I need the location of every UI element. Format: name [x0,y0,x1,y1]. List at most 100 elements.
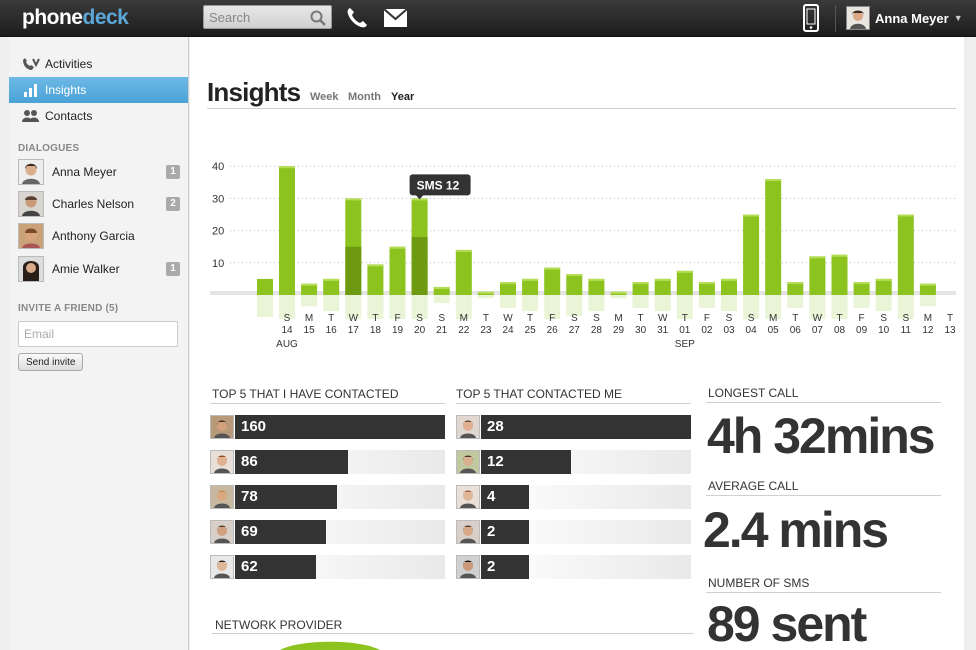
chart-bar[interactable] [566,274,583,295]
contact-count-value: 86 [241,453,258,470]
dialogue-item[interactable]: Amie Walker 1 [18,255,180,283]
phone-icon[interactable] [345,6,369,30]
bar-highlight [367,264,384,267]
y-tick-label: 10 [212,258,224,270]
chart-bar[interactable] [632,282,649,295]
chart-bar[interactable] [831,254,848,295]
tab-month[interactable]: Month [348,91,381,103]
sms-bar-segment[interactable] [345,246,362,295]
heading-divider [706,402,941,403]
tab-week[interactable]: Week [310,91,339,103]
logo[interactable]: phonedeck [22,6,129,29]
dialogue-item[interactable]: Charles Nelson 2 [18,190,180,218]
chart-bar[interactable] [544,267,561,295]
top-contact-row[interactable]: 2 [456,520,691,544]
bar-reflection [345,295,362,319]
x-day-label: F [859,313,865,324]
top-contact-row[interactable]: 12 [456,450,691,474]
chart-bar[interactable] [765,179,782,295]
top-contact-row[interactable]: 86 [210,450,445,474]
sidebar-item-activities[interactable]: Activities [9,51,188,77]
chart-bar[interactable] [588,278,605,295]
chart-bar[interactable] [654,278,671,295]
bar-highlight [743,214,760,217]
top-contact-row[interactable]: 69 [210,520,445,544]
chart-bar[interactable] [853,282,870,295]
user-menu[interactable]: Anna Meyer ▼ [846,6,963,30]
top-contact-row[interactable]: 2 [456,555,691,579]
x-day-label: M [460,313,468,324]
x-date-label: 25 [525,325,537,336]
chart-bar[interactable] [389,246,406,295]
top-contact-row[interactable]: 78 [210,485,445,509]
send-invite-button[interactable]: Send invite [18,353,84,371]
chart-bar[interactable] [500,282,516,295]
x-day-label: M [769,313,777,324]
chart-bar[interactable] [787,282,804,295]
chart-bar[interactable] [433,286,450,295]
search-icon[interactable] [309,9,327,27]
bar-reflection [897,295,914,319]
bar-reflection [853,295,870,308]
dialogue-item[interactable]: Anna Meyer 1 [18,158,180,186]
chart-bar[interactable] [919,283,936,295]
bar-reflection [544,295,561,319]
sidebar: Activities Insights Contacts DIALOGUES A… [9,37,189,650]
top-contact-row[interactable]: 62 [210,555,445,579]
search-input[interactable] [204,6,308,28]
top-contact-row[interactable]: 160 [210,415,445,439]
x-day-label: T [947,313,953,324]
chart-bar[interactable] [698,282,715,295]
x-day-label: S [438,313,445,324]
top-contact-row[interactable]: 28 [456,415,691,439]
contact-count-value: 28 [487,418,504,435]
x-date-label: 31 [657,325,669,336]
chart-bar[interactable] [257,278,273,295]
x-date-label: 14 [281,325,293,336]
bar-reflection [455,295,472,319]
chart-bar[interactable] [721,278,737,295]
mail-icon[interactable] [384,9,407,27]
bar-highlight [676,270,693,273]
top-contacted-me-heading: TOP 5 THAT CONTACTED ME [456,387,623,401]
chart-bar[interactable] [455,249,472,295]
unread-badge: 1 [166,165,180,179]
y-tick-label: 40 [212,161,224,173]
chart-bar[interactable] [676,270,693,295]
avatar [18,159,44,185]
chart-bar[interactable] [743,214,760,296]
chart-bar[interactable] [875,278,892,295]
chart-bar[interactable] [522,278,539,295]
chart-bar[interactable] [301,283,318,295]
bar-reflection [676,295,693,319]
avatar [846,6,870,30]
y-tick-label: 30 [212,193,224,205]
chart-tooltip: SMS 12 [409,174,471,200]
invite-email-field[interactable] [18,321,178,347]
chart-bar[interactable] [367,264,384,295]
sms-bar-segment[interactable] [411,237,428,295]
x-date-label: 05 [768,325,780,336]
bar-chart-icon [21,83,41,97]
bar-highlight [389,246,406,249]
chart-bar[interactable] [323,278,340,295]
topbar-divider [835,5,836,32]
bar-reflection [698,295,715,308]
top-contact-row[interactable]: 4 [456,485,691,509]
x-date-label: 04 [746,325,758,336]
heading-divider [456,403,691,404]
dialogue-item[interactable]: Anthony Garcia [18,222,180,250]
bar-reflection [632,295,649,308]
sidebar-item-contacts[interactable]: Contacts [9,103,188,129]
chart-bar[interactable] [279,166,295,295]
chart-bar[interactable] [809,256,826,295]
sidebar-item-insights[interactable]: Insights [9,77,188,103]
contact-count-value: 4 [487,488,496,505]
avatar [456,485,480,509]
chevron-down-icon: ▼ [953,13,963,23]
chart-bar[interactable] [897,214,914,296]
dialogue-name: Charles Nelson [52,197,135,211]
mobile-device-icon[interactable] [803,4,819,32]
tab-year[interactable]: Year [391,91,415,103]
bar-highlight [654,278,671,281]
